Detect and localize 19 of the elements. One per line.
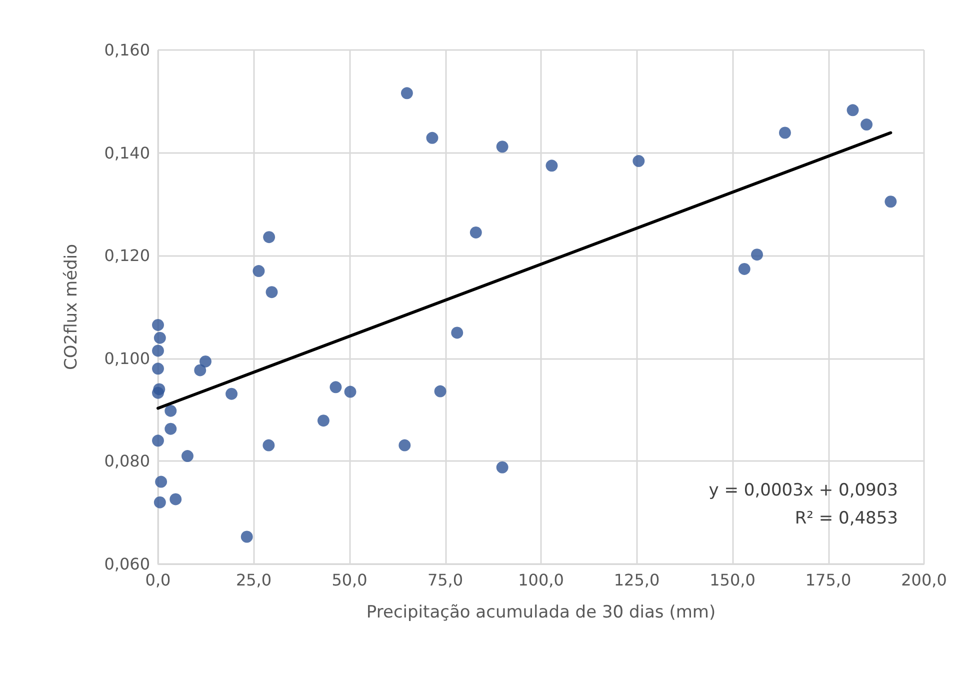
y-tick-label: 0,080 [104, 452, 150, 471]
x-tick-label: 50,0 [332, 570, 368, 590]
x-tick-label: 150,0 [710, 570, 756, 590]
y-axis-title: CO2flux médio [62, 244, 82, 370]
y-tick-label: 0,160 [104, 40, 150, 60]
y-tick-label: 0,100 [104, 348, 150, 368]
y-tick-label: 0,140 [104, 143, 150, 162]
x-tick-label: 0,0 [145, 570, 171, 590]
annotation: y = 0,0003x + 0,0903 [708, 480, 898, 500]
x-tick-label: 200,0 [901, 570, 947, 590]
y-tick-label: 0,060 [104, 554, 150, 574]
y-tick-label: 0,120 [104, 246, 150, 266]
x-tick-label: 100,0 [518, 570, 564, 590]
annotation: R² = 0,4853 [794, 508, 898, 528]
x-tick-label: 25,0 [236, 570, 272, 590]
x-tick-label: 125,0 [614, 570, 660, 590]
x-tick-label: 175,0 [805, 570, 852, 590]
x-tick-label: 75,0 [427, 570, 464, 590]
x-axis-title: Precipitação acumulada de 30 dias (mm) [366, 602, 716, 622]
